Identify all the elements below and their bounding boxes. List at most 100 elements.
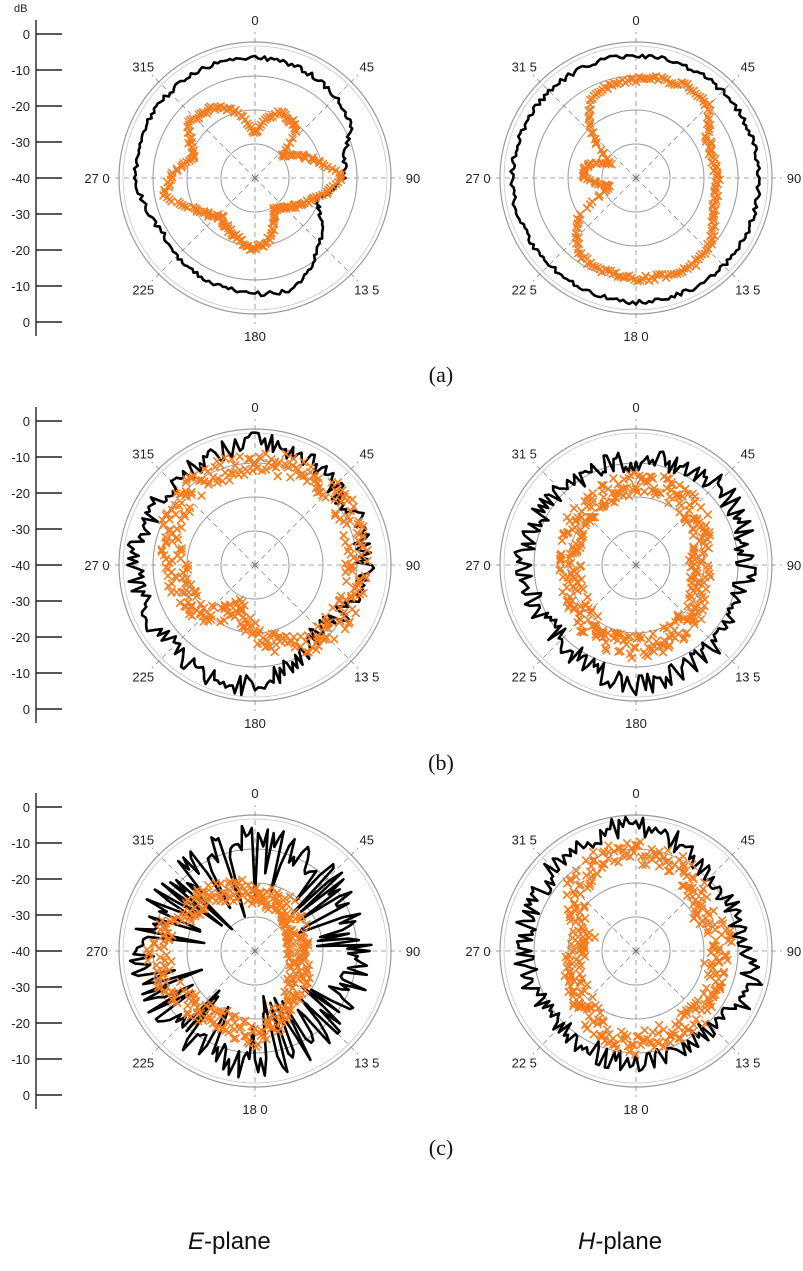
data-marker-x (647, 845, 656, 854)
data-marker-x (210, 463, 220, 472)
data-marker-x (576, 988, 586, 997)
data-marker-x (327, 478, 336, 487)
envelope-trace-line (513, 450, 757, 697)
db-tick-label: -40 (11, 171, 30, 186)
data-marker-x (569, 1001, 578, 1011)
db-tick-label: -10 (11, 63, 30, 78)
data-marker-x (194, 1017, 203, 1026)
data-marker-x (688, 892, 697, 901)
data-marker-x (671, 1020, 680, 1029)
data-marker-x (197, 491, 206, 500)
envelope-trace-line (126, 431, 376, 697)
data-marker-x (185, 127, 195, 136)
data-marker-x (190, 903, 199, 912)
db-tick-label: -10 (11, 450, 30, 465)
data-marker-x (313, 622, 323, 631)
data-marker-x (253, 639, 262, 649)
db-axis-row-0: 0 -10 -20 -30 -40 -30 -20 -10 0 dB (11, 3, 62, 336)
data-marker-x (172, 524, 182, 534)
data-marker-x (157, 545, 166, 554)
data-marker-x (588, 1018, 598, 1027)
db-tick-label: -10 (11, 279, 30, 294)
data-marker-x (614, 647, 623, 656)
data-marker-x (158, 916, 167, 925)
data-marker-x (703, 928, 712, 938)
data-marker-x (358, 542, 367, 551)
data-marker-x (667, 478, 676, 487)
data-marker-x (677, 881, 687, 890)
data-marker-x (323, 623, 332, 633)
data-marker-x (652, 270, 661, 279)
grid-ring-inner (503, 432, 769, 698)
data-marker-x (220, 453, 230, 463)
data-marker-x (587, 128, 596, 138)
data-marker-x (297, 200, 306, 209)
data-marker-x (285, 138, 295, 147)
data-marker-x (323, 187, 332, 196)
data-marker-x (683, 616, 692, 626)
data-marker-x (584, 159, 593, 169)
data-marker-x (572, 866, 581, 875)
data-marker-x (295, 967, 304, 976)
data-marker-x (349, 502, 358, 511)
data-marker-x (659, 853, 668, 862)
data-marker-x (585, 881, 594, 891)
data-marker-x (703, 510, 712, 519)
data-marker-x (563, 513, 572, 522)
data-marker-x (155, 953, 165, 962)
data-marker-x (216, 879, 226, 888)
data-marker-x (655, 855, 664, 864)
data-marker-x (161, 977, 170, 987)
data-marker-x (624, 491, 634, 501)
data-marker-x (292, 127, 301, 136)
data-marker-x (708, 963, 718, 972)
data-marker-x (577, 513, 586, 522)
data-marker-x (254, 1028, 264, 1037)
data-marker-x (629, 643, 638, 652)
data-marker-x (341, 568, 350, 577)
angle-label: 22 5 (512, 283, 537, 298)
data-marker-x (185, 988, 194, 997)
data-marker-x (578, 532, 587, 541)
db-tick-label: 0 (23, 27, 30, 42)
data-marker-x (183, 1001, 192, 1010)
data-marker-x (335, 515, 344, 524)
grid-spoke (635, 74, 740, 179)
data-marker-x (603, 854, 613, 863)
data-marker-x (714, 947, 723, 956)
data-marker-x (697, 556, 706, 565)
data-marker-x (275, 1009, 284, 1018)
data-marker-x (291, 969, 300, 978)
data-marker-x (200, 902, 209, 912)
data-marker-x (231, 878, 240, 887)
data-marker-x (272, 640, 281, 649)
data-marker-x (244, 454, 253, 464)
data-marker-x (207, 888, 217, 898)
data-marker-x (600, 860, 609, 869)
data-marker-x (173, 197, 183, 207)
data-marker-x (187, 487, 196, 497)
data-marker-x (636, 837, 645, 846)
angle-label: 31 5 (512, 832, 537, 847)
data-marker-x (159, 969, 168, 978)
column-title-h-italic: H (578, 1228, 596, 1255)
grid-spoke (254, 950, 359, 1055)
data-marker-x (576, 889, 585, 899)
data-marker-x (600, 1036, 609, 1046)
data-marker-x (569, 999, 578, 1008)
data-marker-x (160, 551, 169, 560)
angle-label: 45 (740, 446, 754, 461)
data-marker-x (648, 1028, 657, 1037)
data-marker-x (663, 846, 673, 855)
data-marker-x (702, 893, 712, 902)
data-marker-x (229, 1034, 238, 1043)
envelope-trace-line (509, 53, 762, 306)
data-marker-x (591, 135, 600, 144)
data-marker-x (214, 1007, 223, 1016)
data-marker-x (179, 986, 188, 995)
data-marker-x (647, 855, 657, 864)
marker-trace (159, 102, 346, 254)
data-marker-x (240, 622, 250, 631)
data-marker-x (305, 974, 314, 983)
data-marker-x (286, 473, 295, 482)
